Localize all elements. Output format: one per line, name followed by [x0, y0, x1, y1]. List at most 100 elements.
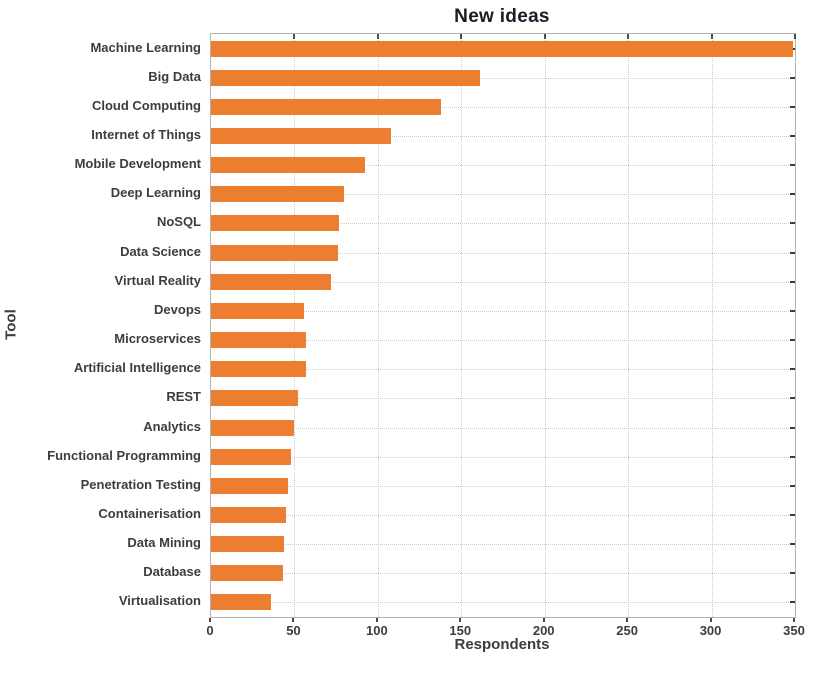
x-tick-mark	[543, 34, 546, 39]
y-tick-mark	[790, 368, 795, 371]
x-tick-label: 50	[286, 623, 301, 638]
category-label: Internet of Things	[91, 127, 201, 143]
x-tick-mark	[627, 34, 630, 39]
category-label: Cloud Computing	[91, 97, 201, 113]
y-tick-mark	[790, 572, 795, 575]
y-gridline	[211, 165, 795, 167]
category-label: Data Mining	[127, 535, 201, 551]
y-tick-mark	[790, 309, 795, 312]
x-tick-mark	[459, 618, 462, 622]
bar	[211, 98, 442, 115]
category-label: Virtual Reality	[114, 272, 201, 288]
y-gridline	[211, 485, 795, 487]
y-tick-mark	[790, 222, 795, 225]
bar	[211, 186, 345, 203]
x-tick-mark	[293, 34, 296, 39]
bar	[211, 302, 305, 319]
y-gridline	[211, 281, 795, 283]
x-axis-label: Respondents	[454, 636, 550, 653]
category-label: Virtualisation	[118, 593, 201, 609]
y-gridline	[211, 456, 795, 458]
y-tick-mark	[790, 135, 795, 138]
y-gridline	[211, 544, 795, 546]
y-tick-mark	[790, 339, 795, 342]
y-tick-mark	[790, 76, 795, 79]
y-tick-mark	[790, 601, 795, 604]
x-gridline	[711, 34, 713, 617]
x-tick-mark	[710, 34, 713, 39]
x-tick-mark	[375, 618, 378, 622]
bar	[211, 273, 332, 290]
x-gridline	[377, 34, 379, 617]
x-tick-mark	[292, 618, 295, 622]
x-tick-mark	[376, 34, 379, 39]
bar	[211, 506, 287, 523]
y-tick-mark	[790, 397, 795, 400]
y-gridline	[211, 602, 795, 604]
x-tick-label: 100	[365, 623, 388, 638]
y-gridline	[211, 77, 795, 79]
category-label: Containerisation	[98, 505, 201, 521]
x-tick-label: 250	[616, 623, 638, 638]
x-tick-mark	[793, 618, 795, 622]
x-tick-mark	[709, 618, 712, 622]
y-gridline	[211, 252, 795, 254]
y-gridline	[211, 398, 795, 400]
bar	[211, 448, 292, 465]
y-gridline	[211, 194, 795, 196]
bar	[211, 419, 295, 436]
category-label: Deep Learning	[110, 185, 201, 201]
x-tick-mark	[542, 618, 545, 622]
y-tick-mark	[790, 251, 795, 254]
y-tick-mark	[790, 193, 795, 196]
category-label: Penetration Testing	[80, 476, 201, 492]
y-gridline	[211, 310, 795, 312]
bar	[211, 477, 288, 494]
y-gridline	[211, 369, 795, 371]
y-tick-mark	[790, 426, 795, 429]
y-gridline	[211, 136, 795, 138]
category-label: Devops	[154, 301, 201, 317]
y-gridline	[211, 427, 795, 429]
y-tick-mark	[790, 105, 795, 108]
x-tick-mark	[460, 34, 463, 39]
bar	[211, 332, 307, 349]
chart-title: New ideas	[454, 6, 550, 27]
category-label: Machine Learning	[90, 39, 201, 55]
y-gridline	[211, 223, 795, 225]
y-tick-mark	[790, 484, 795, 487]
bar	[211, 536, 285, 553]
x-tick-mark	[794, 34, 796, 39]
bar	[211, 361, 307, 378]
y-tick-mark	[790, 513, 795, 516]
x-tick-mark	[209, 618, 211, 622]
category-label: Data Science	[120, 243, 201, 259]
x-tick-label: 200	[532, 623, 555, 638]
bar	[211, 594, 272, 611]
y-tick-mark	[790, 280, 795, 283]
category-label: Analytics	[143, 418, 201, 434]
y-gridline	[211, 514, 795, 516]
category-label: Mobile Development	[74, 156, 201, 172]
y-tick-mark	[790, 455, 795, 458]
category-label: Artificial Intelligence	[73, 360, 201, 376]
plot-area	[210, 33, 796, 618]
x-gridline	[461, 34, 463, 617]
category-label: REST	[166, 389, 201, 405]
y-tick-mark	[790, 164, 795, 167]
x-tick-label: 0	[206, 623, 214, 638]
category-label: NoSQL	[156, 214, 201, 230]
bar	[211, 40, 794, 57]
bar	[211, 390, 298, 407]
category-label: Database	[143, 564, 201, 580]
bar	[211, 128, 392, 145]
bar	[211, 565, 283, 582]
y-gridline	[211, 573, 795, 575]
y-gridline	[211, 106, 795, 108]
bar	[211, 244, 338, 261]
x-gridline	[294, 34, 296, 617]
bar	[211, 215, 340, 232]
y-tick-mark	[790, 543, 795, 546]
bar	[211, 69, 480, 86]
